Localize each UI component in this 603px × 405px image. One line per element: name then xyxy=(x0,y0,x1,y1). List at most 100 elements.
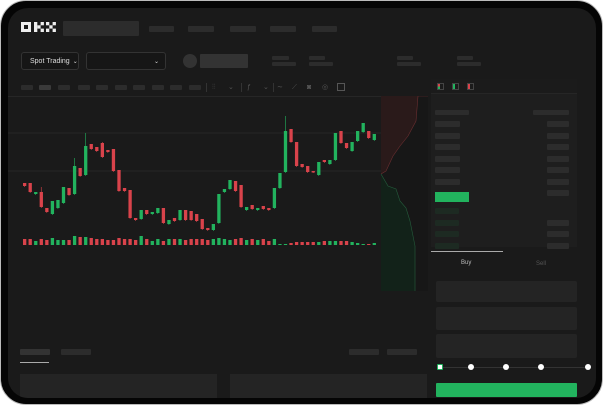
market-type-dropdown[interactable]: Spot Trading ⌄ xyxy=(21,52,79,70)
candle xyxy=(100,143,104,157)
candle xyxy=(122,188,127,191)
nav-item[interactable] xyxy=(270,26,296,32)
candle xyxy=(361,123,365,132)
timeframe-button[interactable] xyxy=(133,85,145,90)
orderbook-both-icon[interactable] xyxy=(437,83,444,90)
candle xyxy=(222,189,227,192)
sell-tab[interactable]: Sell xyxy=(536,261,547,267)
volume-bar xyxy=(245,240,249,245)
line-tool-icon[interactable]: ∼ xyxy=(277,84,283,91)
candle xyxy=(111,149,116,171)
orderbook-asks-icon[interactable] xyxy=(467,83,474,90)
timeframe-button[interactable] xyxy=(170,85,182,90)
slider-step-100[interactable] xyxy=(585,364,591,370)
total-input[interactable] xyxy=(436,334,577,358)
order-history-tab[interactable] xyxy=(61,349,91,355)
settings-icon[interactable]: ◎ xyxy=(322,84,329,91)
coin-icon xyxy=(183,54,197,68)
candle xyxy=(39,192,43,207)
volume-bar xyxy=(356,243,360,245)
orders-card xyxy=(20,374,217,398)
amount-column-header xyxy=(533,110,569,115)
filter-button[interactable] xyxy=(387,349,417,355)
bid-price xyxy=(435,208,459,214)
open-orders-tab[interactable] xyxy=(20,349,50,355)
slider-handle[interactable] xyxy=(437,364,443,370)
timeframe-button[interactable] xyxy=(96,85,108,90)
candle xyxy=(239,185,243,207)
pair-dropdown[interactable]: ⌄ xyxy=(86,52,166,70)
timeframe-button[interactable] xyxy=(39,85,51,90)
fullscreen-icon[interactable] xyxy=(337,83,345,91)
nav-item[interactable] xyxy=(230,26,256,32)
bid-price xyxy=(435,243,459,249)
orderbook-bids-icon[interactable] xyxy=(452,83,459,90)
ask-amount xyxy=(547,144,569,150)
candle xyxy=(317,162,321,175)
volume-bar xyxy=(294,242,299,245)
volume-bar xyxy=(161,241,166,245)
volume-bar xyxy=(306,242,310,245)
bid-price xyxy=(435,220,459,226)
candle xyxy=(289,129,293,142)
timeframe-button[interactable] xyxy=(115,85,127,90)
ask-amount xyxy=(547,156,569,162)
chevron-down-icon[interactable]: ⌄ xyxy=(228,84,234,91)
filter-button[interactable] xyxy=(349,349,379,355)
slider-step-75[interactable] xyxy=(538,364,544,370)
price-input[interactable] xyxy=(436,281,577,302)
timeframe-button[interactable] xyxy=(189,85,201,90)
candlestick-chart[interactable] xyxy=(8,96,428,336)
volume-bar xyxy=(178,239,182,245)
ruler-icon[interactable]: ⟋ xyxy=(292,84,297,91)
volume-bar xyxy=(267,241,271,245)
candle xyxy=(322,160,326,162)
candle xyxy=(56,200,60,208)
timeframe-button[interactable] xyxy=(152,85,164,90)
candle xyxy=(78,168,82,176)
order-book-header xyxy=(431,79,577,94)
candle xyxy=(167,220,171,224)
timeframe-button[interactable] xyxy=(58,85,70,90)
volume-bar xyxy=(200,239,204,245)
search-bar[interactable] xyxy=(63,21,139,36)
nav-item[interactable] xyxy=(149,26,174,32)
buy-tab[interactable]: Buy xyxy=(461,260,472,266)
timeframe-button[interactable] xyxy=(21,85,33,90)
volume-bar xyxy=(100,239,104,245)
amount-input[interactable] xyxy=(436,307,577,330)
ask-price xyxy=(435,133,460,139)
pair-price xyxy=(200,54,248,68)
indicator-icon[interactable]: ƒ xyxy=(247,84,251,91)
stat-label xyxy=(397,56,413,60)
slider-step-25[interactable] xyxy=(468,364,474,370)
volume-bar xyxy=(156,239,160,245)
chevron-down-icon[interactable]: ⌄ xyxy=(263,84,269,91)
candle xyxy=(150,212,154,214)
buy-button[interactable] xyxy=(436,383,577,397)
candle xyxy=(183,210,188,220)
volume-bar xyxy=(344,241,349,245)
nav-item[interactable] xyxy=(188,26,214,32)
ask-amount xyxy=(547,121,569,127)
candle xyxy=(245,207,249,210)
candle xyxy=(372,134,376,140)
okx-logo[interactable] xyxy=(21,22,59,32)
volume-bar xyxy=(183,240,188,245)
orders-card xyxy=(230,374,427,398)
slider-step-50[interactable] xyxy=(503,364,509,370)
candle-type-icon[interactable]: ⫶⫶ xyxy=(212,84,216,91)
timeframe-button[interactable] xyxy=(78,85,90,90)
volume-bar xyxy=(289,243,293,245)
volume-bar xyxy=(322,241,326,245)
divider xyxy=(206,83,207,92)
active-tab-underline xyxy=(20,362,49,363)
camera-icon[interactable]: ◙ xyxy=(307,84,312,91)
volume-bar xyxy=(45,240,49,245)
volume-bar xyxy=(361,244,365,245)
nav-item[interactable] xyxy=(312,26,337,32)
volume-bar xyxy=(222,239,227,245)
percent-slider[interactable] xyxy=(440,367,590,368)
candle xyxy=(367,131,371,138)
candle xyxy=(339,131,343,143)
